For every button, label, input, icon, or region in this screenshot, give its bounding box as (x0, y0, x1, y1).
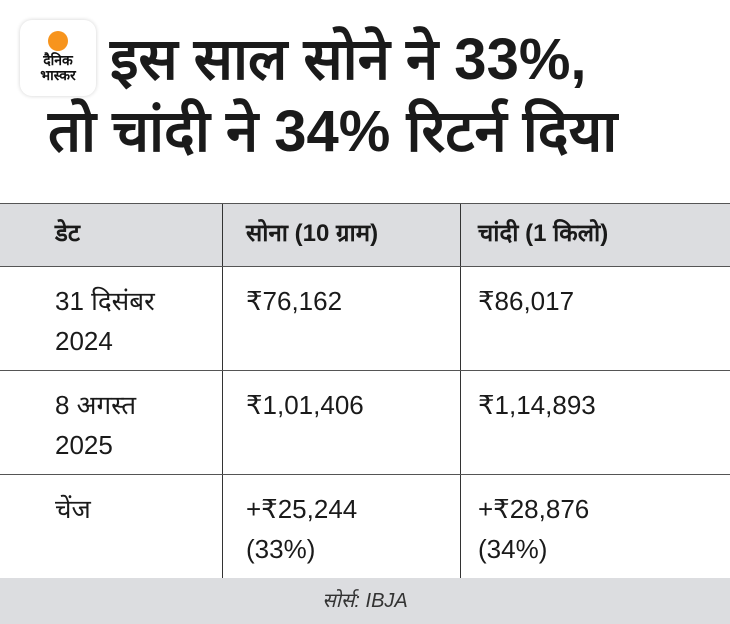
cell-gold: ₹76,162 (222, 267, 460, 370)
table-row: 31 दिसंबर 2024 ₹76,162 ₹86,017 (0, 267, 730, 371)
headline-line1: इस साल सोने ने 33%, (110, 27, 587, 92)
header-silver: चांदी (1 किलो) (460, 204, 730, 266)
header-gold: सोना (10 ग्राम) (222, 204, 460, 266)
logo-line2: भास्कर (40, 67, 76, 83)
cell-date: चेंज (55, 494, 91, 524)
cell-silver: ₹1,14,893 (460, 371, 730, 474)
headline: इस साल सोने ने 33%, तो चांदी ने 34% रिटर… (48, 24, 617, 168)
logo-line1: दैनिक (43, 52, 73, 68)
header-date: डेट (55, 220, 80, 247)
table-row: 8 अगस्त 2025 ₹1,01,406 ₹1,14,893 (0, 371, 730, 475)
sun-icon (48, 31, 68, 51)
cell-date: 8 अगस्त 2025 (55, 390, 137, 460)
headline-line2: तो चांदी ने 34% रिटर्न दिया (48, 99, 618, 164)
cell-date: 31 दिसंबर 2024 (55, 286, 155, 356)
cell-gold: +₹25,244 (33%) (222, 475, 460, 578)
cell-silver: ₹86,017 (460, 267, 730, 370)
table-header: डेट सोना (10 ग्राम) चांदी (1 किलो) (0, 203, 730, 267)
dainik-bhaskar-logo: दैनिक भास्कर (20, 20, 96, 96)
cell-gold: ₹1,01,406 (222, 371, 460, 474)
cell-silver: +₹28,876 (34%) (460, 475, 730, 578)
table-row: चेंज +₹25,244 (33%) +₹28,876 (34%) (0, 475, 730, 580)
price-table: डेट सोना (10 ग्राम) चांदी (1 किलो) 31 दि… (0, 203, 730, 580)
source-footer: सोर्स: IBJA (0, 578, 730, 624)
